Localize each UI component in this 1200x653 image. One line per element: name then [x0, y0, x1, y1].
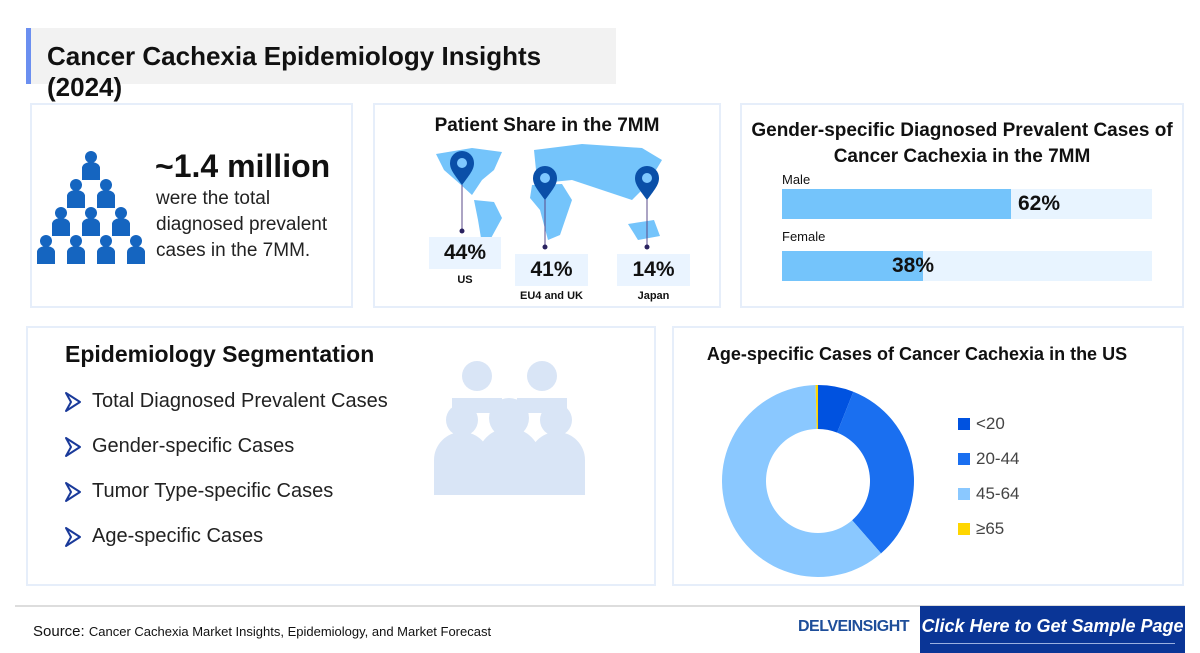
male-bar [782, 189, 1012, 219]
person-icon [97, 235, 115, 264]
person-icon [112, 207, 130, 236]
male-pct: 62% [1018, 192, 1061, 215]
legend-swatch [958, 523, 970, 535]
segmentation-title: Epidemiology Segmentation [65, 341, 375, 367]
legend-swatch [958, 453, 970, 465]
legend-item: <20 [958, 414, 1005, 434]
group-people-icon [434, 361, 585, 495]
legend-label: ≥65 [976, 519, 1005, 538]
person-icon [52, 207, 70, 236]
legend-label: <20 [976, 414, 1005, 433]
page-title: Cancer Cachexia Epidemiology Insights (2… [47, 41, 542, 102]
legend-label: 20-44 [976, 449, 1020, 468]
chart-title: Age-specific Cases of Cancer Cachexia in… [706, 344, 1128, 364]
age-donut-chart [722, 385, 914, 577]
segment-item: Age-specific Cases [64, 525, 263, 548]
cta-underline [930, 643, 1175, 644]
legend-item: ≥65 [958, 519, 1004, 539]
segment-item: Tumor Type-specific Cases [64, 480, 333, 503]
patient-share-title: Patient Share in the 7MM [434, 115, 660, 136]
total-value: ~1.4 million [155, 148, 331, 184]
female-pct: 38% [892, 254, 935, 277]
person-icon [127, 235, 145, 264]
person-icon [97, 179, 115, 208]
person-icon [82, 207, 100, 236]
chevron-right-icon [65, 436, 81, 457]
segment-item: Gender-specific Cases [64, 435, 294, 458]
legend-item: 20-44 [958, 449, 1019, 469]
person-icon [82, 151, 100, 180]
get-sample-page-button[interactable]: Click Here to Get Sample Page [920, 606, 1185, 653]
source-text: Cancer Cachexia Market Insights, Epidemi… [88, 624, 492, 639]
donut-slice-3 [815, 385, 818, 430]
total-line-3: cases in the 7MM. [156, 240, 311, 261]
share-japan-label: Japan [637, 290, 670, 302]
legend-swatch [958, 418, 970, 430]
segment-label: Age-specific Cases [92, 525, 264, 547]
donut-slice-1 [837, 391, 914, 554]
footer-divider [15, 605, 1185, 607]
chevron-right-icon [65, 481, 81, 502]
cta-label: Click Here to Get Sample Page [921, 616, 1184, 636]
share-japan-pct: 14% [617, 254, 690, 286]
legend-item: 45-64 [958, 484, 1019, 504]
segment-label: Total Diagnosed Prevalent Cases [92, 390, 388, 412]
person-icon [37, 235, 55, 264]
people-pyramid-icon [37, 151, 145, 264]
person-icon [67, 235, 85, 264]
gender-title-2: Cancer Cachexia in the 7MM [833, 146, 1091, 167]
share-us-pct: 44% [429, 237, 501, 269]
gender-title-1: Gender-specific Diagnosed Prevalent Case… [751, 120, 1173, 141]
female-bar [782, 251, 923, 281]
share-eu-pct: 41% [515, 254, 588, 286]
page-title-box: Cancer Cachexia Epidemiology Insights (2… [26, 28, 616, 102]
total-line-1: were the total [156, 188, 271, 209]
person-icon [67, 179, 85, 208]
female-label: Female [782, 229, 826, 244]
source: Source: Cancer Cachexia Market Insights,… [33, 623, 491, 640]
share-us-label: US [457, 274, 473, 286]
segment-label: Tumor Type-specific Cases [92, 480, 334, 502]
share-eu-label: EU4 and UK [520, 290, 583, 302]
map-pins [450, 151, 659, 250]
chevron-right-icon [65, 526, 81, 547]
chevron-right-icon [65, 391, 81, 412]
donut-slice-0 [818, 385, 854, 433]
male-label: Male [782, 172, 811, 187]
legend-label: 45-64 [976, 484, 1020, 503]
legend-swatch [958, 488, 970, 500]
source-label: Source: [33, 623, 85, 640]
donut-slice-2 [722, 385, 882, 577]
segment-item: Total Diagnosed Prevalent Cases [64, 390, 388, 413]
delveinsight-logo: DELVEINSIGHT [798, 618, 910, 635]
segment-label: Gender-specific Cases [92, 435, 295, 457]
total-line-2: diagnosed prevalent [156, 214, 328, 235]
